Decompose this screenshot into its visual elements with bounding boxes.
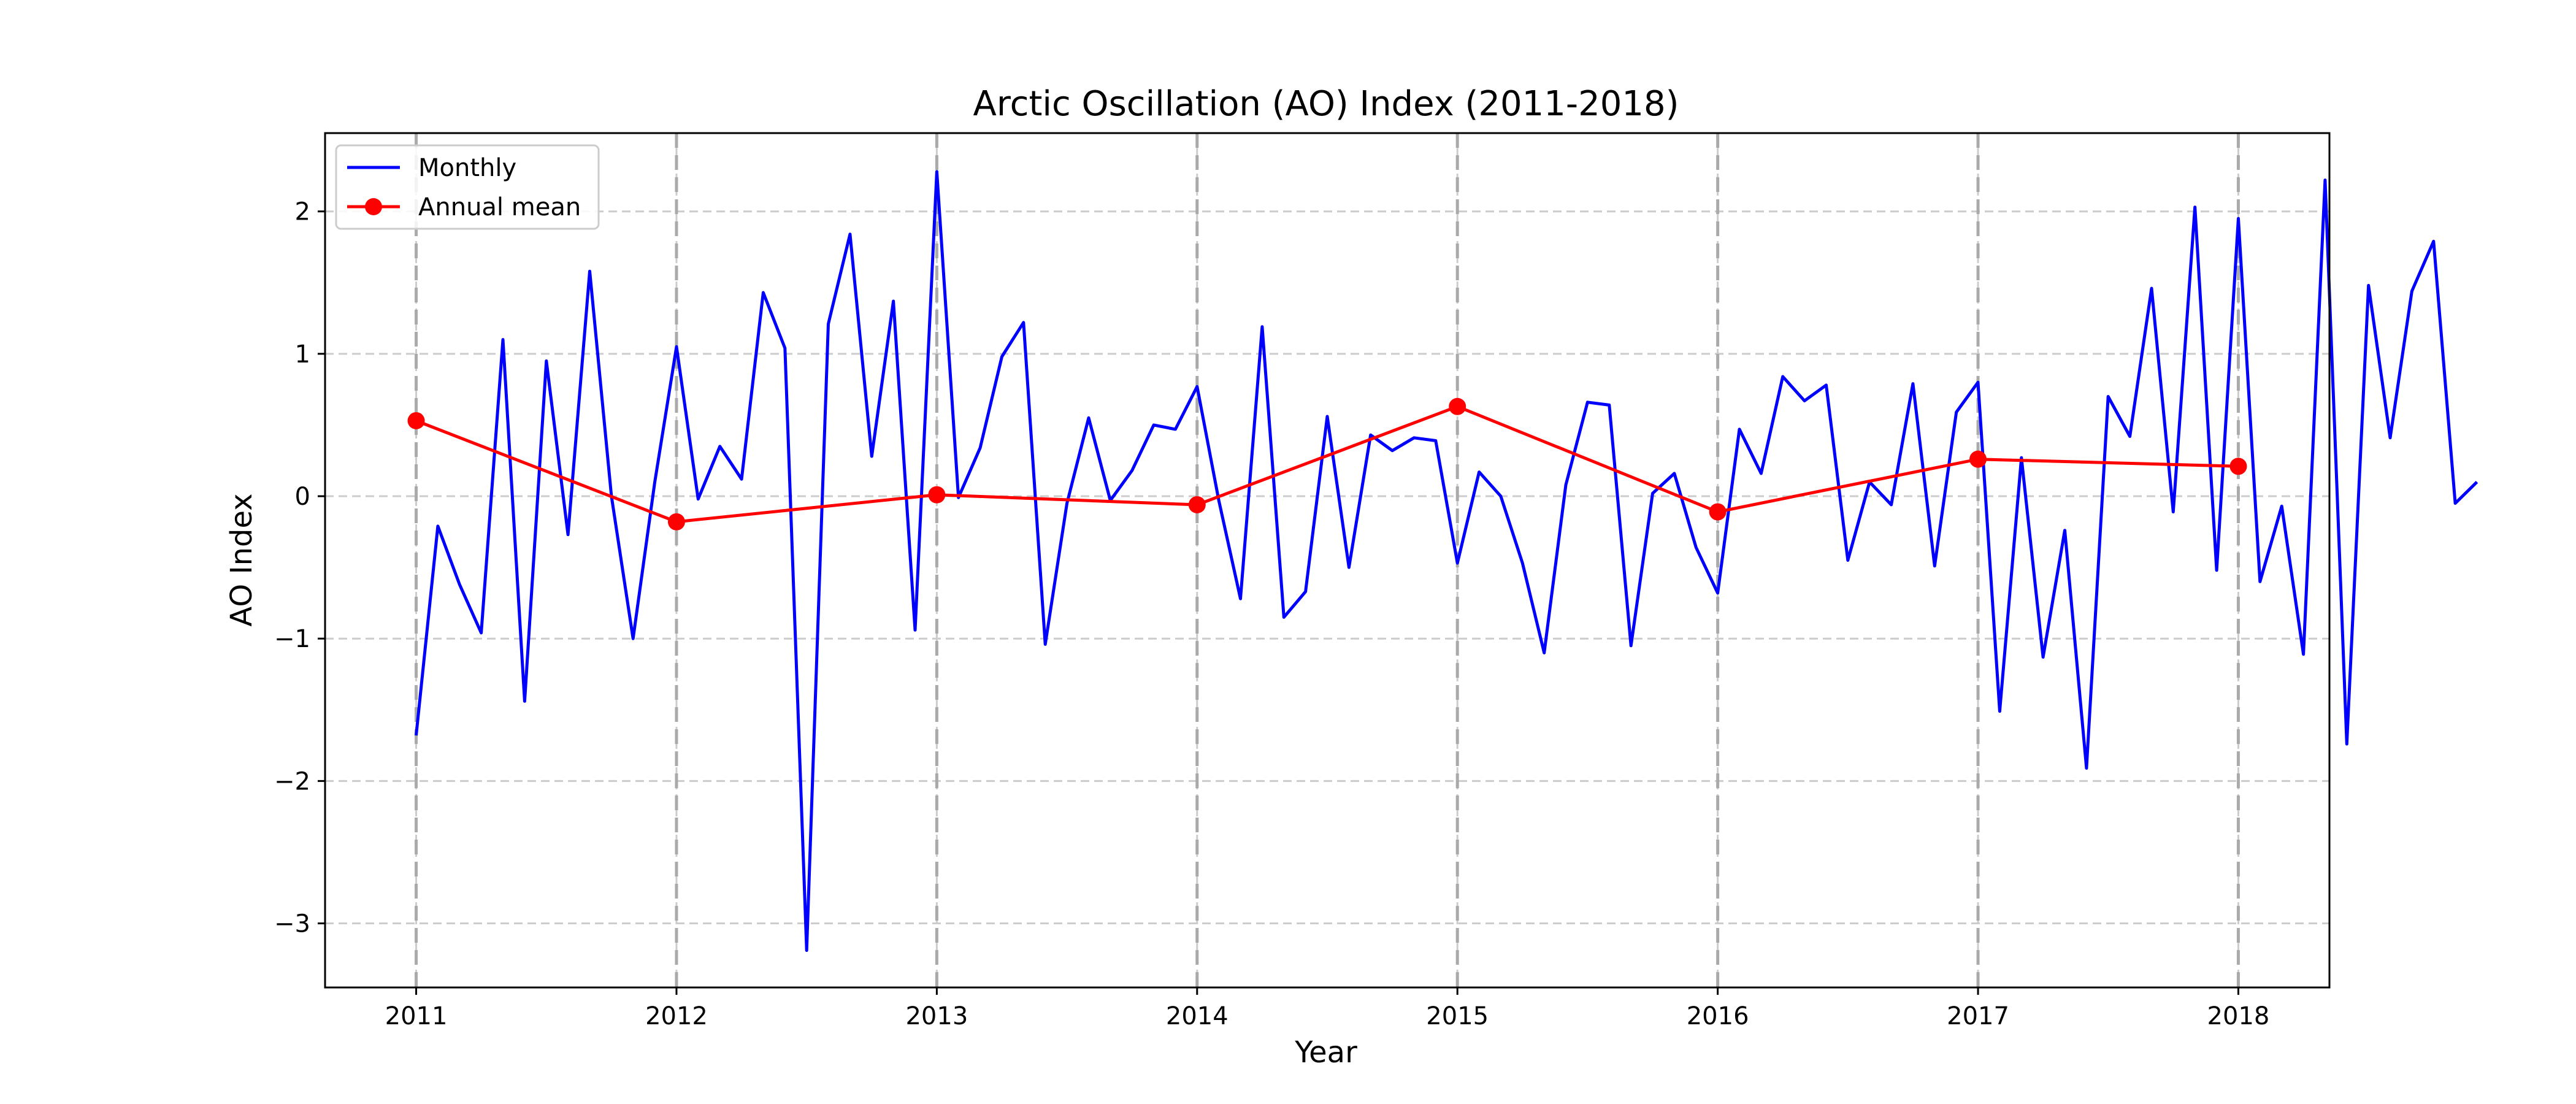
x-tick-label: 2016 (1687, 1002, 1749, 1030)
plot-frame (324, 132, 2331, 989)
annual-mean-point (407, 412, 425, 429)
x-tick-label: 2014 (1166, 1002, 1229, 1030)
y-tick-label: −2 (274, 767, 310, 795)
legend-box (335, 144, 600, 230)
annual-mean-point (667, 513, 685, 531)
tick-layer: −3 −2 −1 0 1 2 2011 2012 2013 2014 2015 2016 2017 201… (274, 198, 2269, 1030)
annual-mean-point (1188, 496, 1206, 513)
chart-title: Arctic Oscillation (AO) Index (2011-2018… (973, 84, 1679, 124)
annual-mean-point (1969, 450, 1987, 468)
legend-annual-label: Annual mean (418, 193, 581, 221)
legend-annual-marker (365, 198, 382, 215)
grid-layer (325, 133, 2329, 987)
series-annual-mean-line (415, 405, 2239, 524)
y-tick-label: −1 (274, 625, 310, 653)
legend: Monthly Annual mean (335, 144, 600, 230)
x-tick-label: 2011 (385, 1002, 448, 1030)
x-tick-label: 2013 (905, 1002, 968, 1030)
x-axis-label: Year (1294, 1035, 1357, 1070)
y-axis-label: AO Index (224, 493, 259, 626)
x-tick-label: 2017 (1947, 1002, 2009, 1030)
annual-mean-point (928, 486, 946, 504)
x-tick-label: 2012 (645, 1002, 708, 1030)
y-tick-label: −3 (274, 910, 310, 938)
data-layer (407, 170, 2478, 953)
y-tick-label: 2 (295, 198, 310, 226)
series-monthly-line (415, 170, 2478, 953)
legend-monthly-label: Monthly (418, 154, 516, 182)
y-tick-label: 1 (295, 340, 310, 369)
x-tick-label: 2018 (2207, 1002, 2270, 1030)
annual-mean-point (1449, 397, 1466, 415)
x-tick-label: 2015 (1426, 1002, 1489, 1030)
y-tick-label: 0 (295, 483, 310, 511)
annual-mean-point (2229, 458, 2247, 475)
annual-mean-point (1709, 503, 1727, 521)
